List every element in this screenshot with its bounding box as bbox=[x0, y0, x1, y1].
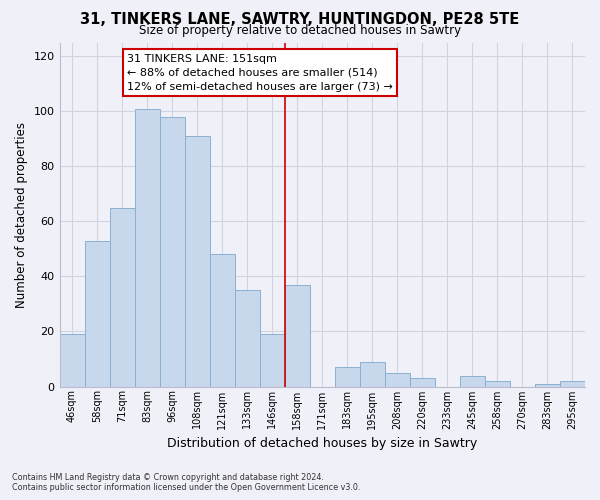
Bar bbox=[85, 240, 110, 386]
Bar bbox=[59, 334, 85, 386]
Bar bbox=[560, 381, 585, 386]
Bar bbox=[285, 284, 310, 386]
Text: 31, TINKERS LANE, SAWTRY, HUNTINGDON, PE28 5TE: 31, TINKERS LANE, SAWTRY, HUNTINGDON, PE… bbox=[80, 12, 520, 28]
Bar bbox=[460, 376, 485, 386]
Bar bbox=[209, 254, 235, 386]
Bar bbox=[410, 378, 435, 386]
Bar bbox=[235, 290, 260, 386]
Bar bbox=[360, 362, 385, 386]
Bar bbox=[185, 136, 209, 386]
Text: 31 TINKERS LANE: 151sqm
← 88% of detached houses are smaller (514)
12% of semi-d: 31 TINKERS LANE: 151sqm ← 88% of detache… bbox=[127, 54, 393, 92]
Bar bbox=[134, 108, 160, 386]
Text: Size of property relative to detached houses in Sawtry: Size of property relative to detached ho… bbox=[139, 24, 461, 37]
Bar bbox=[260, 334, 285, 386]
Bar bbox=[335, 367, 360, 386]
Bar bbox=[535, 384, 560, 386]
X-axis label: Distribution of detached houses by size in Sawtry: Distribution of detached houses by size … bbox=[167, 437, 478, 450]
Bar bbox=[485, 381, 510, 386]
Bar bbox=[160, 117, 185, 386]
Bar bbox=[110, 208, 134, 386]
Y-axis label: Number of detached properties: Number of detached properties bbox=[15, 122, 28, 308]
Text: Contains HM Land Registry data © Crown copyright and database right 2024.
Contai: Contains HM Land Registry data © Crown c… bbox=[12, 473, 361, 492]
Bar bbox=[385, 373, 410, 386]
